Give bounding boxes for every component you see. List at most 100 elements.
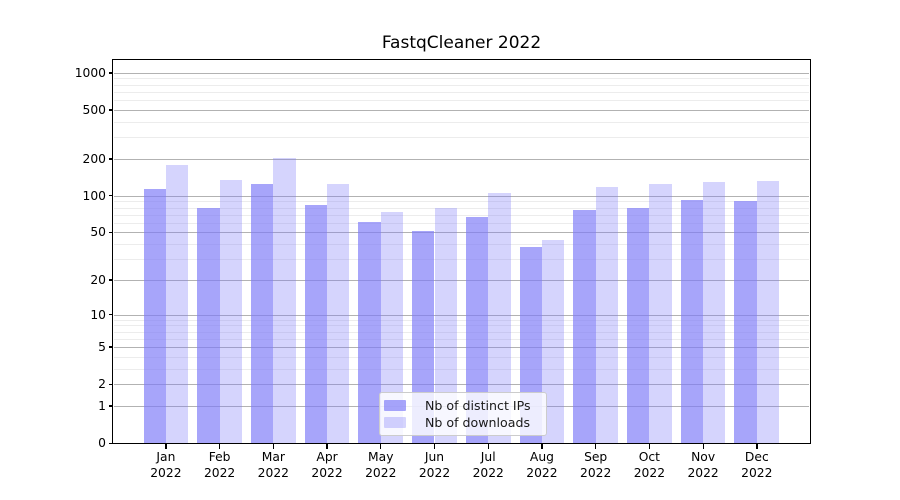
y-tick-label-10: 10 bbox=[90, 307, 106, 322]
x-tick-label-jan: Jan 2022 bbox=[139, 450, 193, 481]
y-tick-500 bbox=[108, 109, 113, 111]
x-tick-month: Apr bbox=[316, 450, 338, 464]
x-tick-month: Nov bbox=[691, 450, 716, 464]
y-gridline-minor-30 bbox=[114, 258, 809, 260]
y-gridline-minor-9 bbox=[114, 319, 809, 321]
x-tick-month: Jan bbox=[156, 450, 176, 464]
y-tick-1 bbox=[108, 405, 113, 407]
x-tick-month: Jun bbox=[424, 450, 445, 464]
x-tick-label-feb: Feb 2022 bbox=[193, 450, 247, 481]
bar-ips-jun bbox=[412, 231, 435, 444]
x-tick-month: Mar bbox=[261, 450, 285, 464]
y-tick-1000 bbox=[108, 72, 113, 74]
y-tick-0 bbox=[108, 442, 113, 444]
x-tick-label-may: May 2022 bbox=[354, 450, 408, 481]
x-tick-label-mar: Mar 2022 bbox=[246, 450, 300, 481]
y-gridline-2 bbox=[114, 384, 809, 386]
y-tick-100 bbox=[108, 195, 113, 197]
y-tick-label-2: 2 bbox=[98, 377, 106, 392]
bar-ips-oct bbox=[626, 207, 650, 444]
x-tick-feb bbox=[219, 444, 221, 449]
x-tick-year: 2022 bbox=[633, 465, 666, 480]
bar-ips-feb bbox=[197, 207, 220, 444]
x-tick-month: Jul bbox=[480, 450, 496, 464]
y-tick-label-5: 5 bbox=[98, 339, 106, 354]
chart-title: FastqCleaner 2022 bbox=[381, 33, 542, 53]
x-tick-aug bbox=[541, 444, 543, 449]
x-tick-label-oct: Oct 2022 bbox=[622, 450, 676, 481]
y-gridline-1000 bbox=[114, 72, 809, 74]
x-tick-year: 2022 bbox=[203, 465, 236, 480]
y-tick-label-100: 100 bbox=[82, 188, 106, 203]
x-tick-year: 2022 bbox=[472, 465, 504, 480]
legend-swatch-downloads bbox=[384, 417, 406, 428]
x-tick-label-aug: Aug 2022 bbox=[515, 450, 569, 481]
legend-entry-distinct-ips: Nb of distinct IPs bbox=[384, 397, 539, 414]
bar-ips-jan bbox=[143, 189, 166, 444]
x-tick-year: 2022 bbox=[150, 465, 182, 480]
x-tick-year: 2022 bbox=[311, 465, 343, 480]
x-tick-jul bbox=[487, 444, 489, 449]
y-tick-200 bbox=[108, 158, 113, 160]
bar-downloads-oct bbox=[649, 184, 672, 444]
x-tick-label-jun: Jun 2022 bbox=[408, 450, 462, 481]
x-tick-mar bbox=[272, 444, 275, 449]
bar-downloads-sep bbox=[595, 187, 619, 444]
y-gridline-minor-4 bbox=[114, 356, 809, 358]
y-gridline-minor-600 bbox=[114, 100, 809, 102]
y-tick-label-20: 20 bbox=[90, 272, 106, 287]
y-gridline-5 bbox=[114, 346, 809, 348]
y-gridline-20 bbox=[114, 279, 809, 281]
x-tick-month: Aug bbox=[529, 450, 554, 464]
bar-ips-dec bbox=[734, 201, 757, 444]
x-tick-label-jul: Jul 2022 bbox=[461, 450, 515, 481]
bar-downloads-jul bbox=[488, 193, 511, 444]
y-gridline-minor-3 bbox=[114, 368, 809, 370]
y-tick-20 bbox=[108, 279, 113, 281]
y-tick-label-500: 500 bbox=[82, 102, 106, 117]
x-tick-month: May bbox=[368, 450, 394, 464]
y-tick-label-50: 50 bbox=[90, 225, 106, 240]
y-gridline-100 bbox=[114, 195, 809, 197]
bar-downloads-may bbox=[380, 212, 404, 444]
x-tick-month: Sep bbox=[584, 450, 608, 464]
y-gridline-500 bbox=[114, 109, 809, 111]
x-tick-may bbox=[380, 444, 382, 449]
bar-ips-mar bbox=[250, 183, 274, 444]
bar-ips-sep bbox=[573, 209, 596, 444]
x-tick-year: 2022 bbox=[257, 465, 289, 480]
x-tick-jan bbox=[165, 444, 167, 449]
y-gridline-minor-60 bbox=[114, 222, 809, 224]
legend-swatch-distinct-ips bbox=[384, 400, 406, 411]
x-tick-month: Feb bbox=[208, 450, 231, 464]
y-gridline-minor-800 bbox=[114, 84, 809, 86]
y-gridline-minor-90 bbox=[114, 201, 809, 203]
x-tick-apr bbox=[326, 444, 328, 449]
y-gridline-minor-900 bbox=[114, 78, 809, 80]
bar-ips-nov bbox=[680, 199, 704, 444]
bar-downloads-nov bbox=[703, 181, 726, 444]
y-gridline-minor-700 bbox=[114, 91, 809, 93]
legend-label-downloads: Nb of downloads bbox=[425, 415, 531, 430]
bar-downloads-apr bbox=[327, 183, 350, 444]
y-tick-label-1: 1 bbox=[98, 398, 106, 413]
y-gridline-minor-70 bbox=[114, 214, 809, 216]
x-tick-month: Oct bbox=[638, 450, 660, 464]
x-tick-jun bbox=[433, 444, 436, 449]
bar-downloads-dec bbox=[756, 180, 780, 444]
y-tick-label-1000: 1000 bbox=[74, 65, 106, 80]
legend: Nb of distinct IPs Nb of downloads bbox=[379, 392, 547, 436]
x-tick-label-nov: Nov 2022 bbox=[676, 450, 730, 481]
y-gridline-minor-7 bbox=[114, 331, 809, 333]
bar-downloads-feb bbox=[219, 180, 242, 444]
y-tick-5 bbox=[108, 346, 113, 348]
x-tick-year: 2022 bbox=[418, 465, 451, 480]
x-tick-sep bbox=[595, 444, 597, 449]
x-tick-year: 2022 bbox=[526, 465, 558, 480]
bar-downloads-mar bbox=[273, 157, 296, 444]
x-tick-year: 2022 bbox=[365, 465, 397, 480]
x-tick-year: 2022 bbox=[580, 465, 612, 480]
x-tick-nov bbox=[702, 444, 704, 449]
legend-entry-downloads: Nb of downloads bbox=[384, 414, 539, 431]
